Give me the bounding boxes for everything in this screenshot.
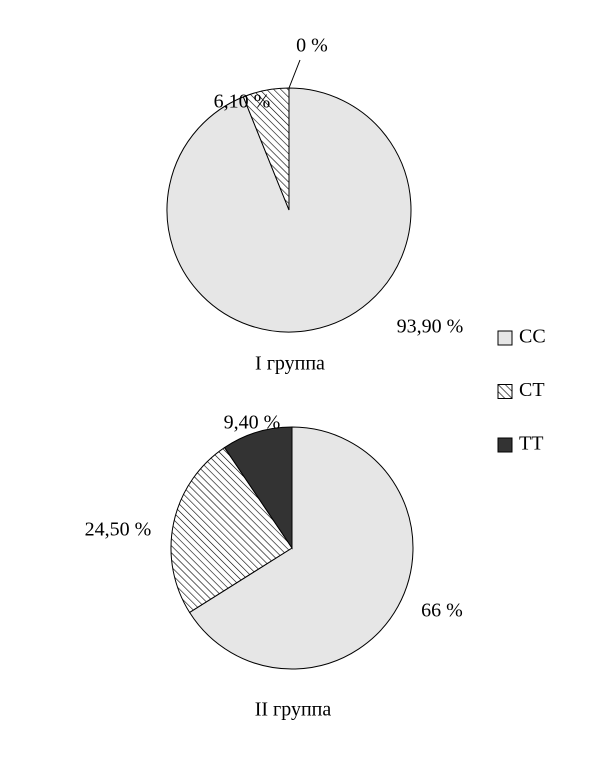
legend-label: TT: [519, 433, 543, 455]
pie-slice: [170, 446, 293, 614]
legend-label: CC: [519, 326, 546, 348]
leader-line: [288, 59, 301, 89]
legend-swatch: [497, 437, 513, 453]
legend-label: CT: [519, 379, 545, 401]
value-label: 6,10 %: [214, 91, 271, 113]
value-label: 9,40 %: [224, 412, 281, 434]
value-label: 24,50 %: [85, 519, 152, 541]
pie-slice: [188, 426, 414, 670]
legend-swatch: [497, 384, 513, 399]
value-label: 66 %: [421, 600, 463, 622]
value-label: 0 %: [296, 35, 328, 57]
legend-swatch: [497, 330, 513, 346]
value-label: 93,90 %: [397, 316, 464, 338]
pie-slice: [223, 426, 293, 550]
chart-title: II группа: [255, 699, 332, 721]
chart-title: I группа: [255, 353, 325, 375]
